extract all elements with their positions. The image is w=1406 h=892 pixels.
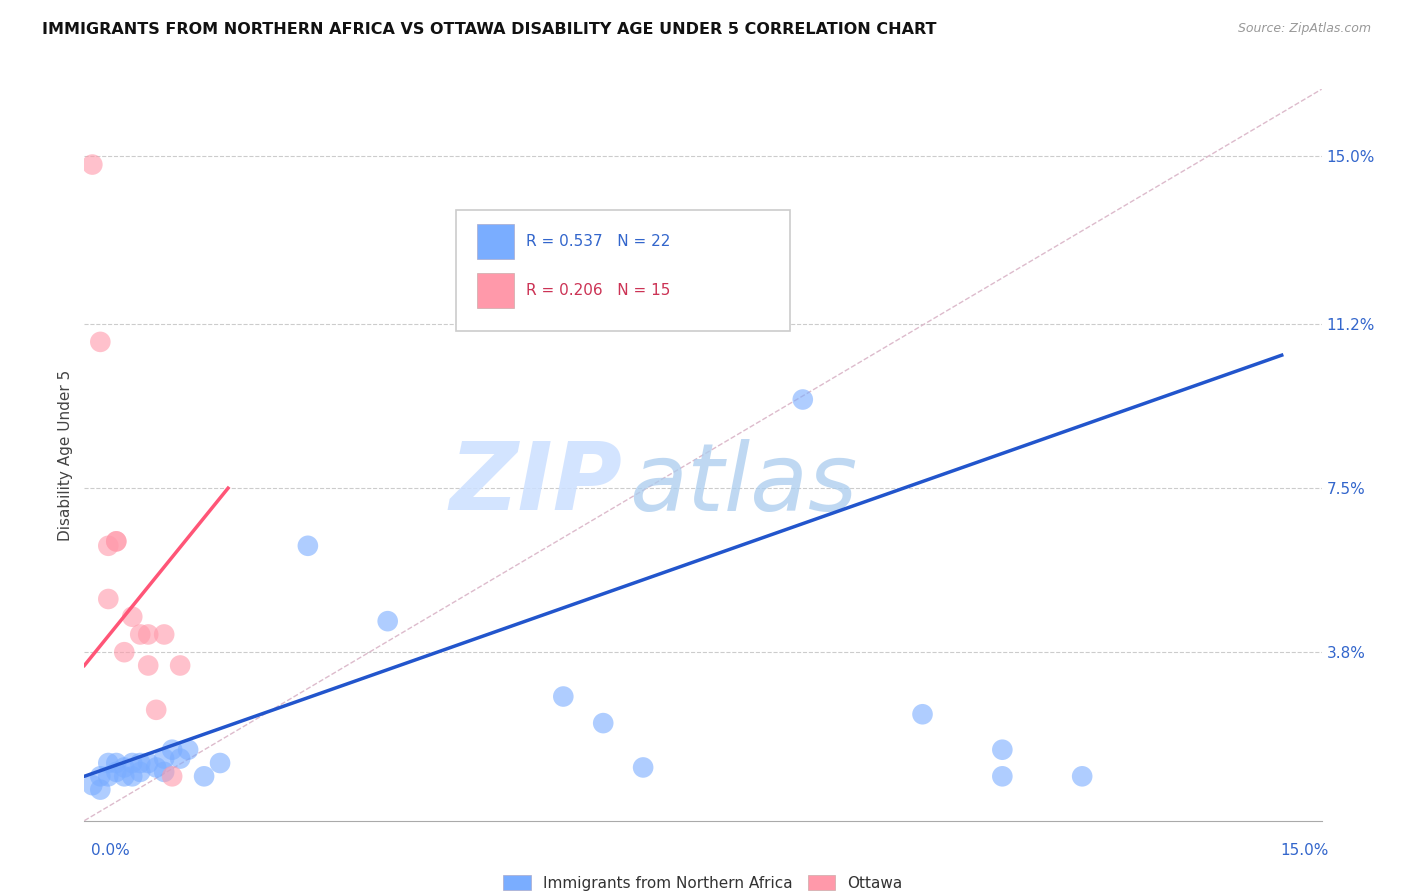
Point: [169, 658, 191, 673]
Point: [97, 769, 120, 783]
Point: [792, 392, 814, 407]
Point: [193, 769, 215, 783]
Point: [89, 782, 111, 797]
Point: [129, 756, 152, 770]
Point: [97, 539, 120, 553]
FancyBboxPatch shape: [477, 273, 513, 308]
Point: [82, 157, 104, 171]
Point: [105, 764, 128, 779]
Point: [177, 742, 200, 756]
Text: ZIP: ZIP: [450, 438, 623, 530]
Y-axis label: Disability Age Under 5: Disability Age Under 5: [58, 369, 73, 541]
Point: [129, 627, 152, 641]
Point: [160, 742, 183, 756]
FancyBboxPatch shape: [456, 210, 790, 331]
Point: [121, 769, 143, 783]
Point: [82, 778, 104, 792]
Text: IMMIGRANTS FROM NORTHERN AFRICA VS OTTAWA DISABILITY AGE UNDER 5 CORRELATION CHA: IMMIGRANTS FROM NORTHERN AFRICA VS OTTAW…: [42, 22, 936, 37]
Point: [97, 756, 120, 770]
Legend: Immigrants from Northern Africa, Ottawa: Immigrants from Northern Africa, Ottawa: [498, 870, 908, 892]
Point: [89, 769, 111, 783]
Point: [105, 756, 128, 770]
Point: [112, 769, 135, 783]
Point: [145, 760, 167, 774]
Point: [136, 627, 159, 641]
Point: [377, 614, 399, 628]
Point: [153, 764, 176, 779]
Point: [136, 756, 159, 770]
Point: [97, 592, 120, 607]
Point: [297, 539, 319, 553]
Text: Source: ZipAtlas.com: Source: ZipAtlas.com: [1237, 22, 1371, 36]
Point: [169, 751, 191, 765]
FancyBboxPatch shape: [477, 224, 513, 259]
Text: R = 0.206   N = 15: R = 0.206 N = 15: [526, 283, 671, 298]
Point: [105, 534, 128, 549]
Point: [105, 534, 128, 549]
Point: [991, 769, 1014, 783]
Text: 0.0%: 0.0%: [91, 843, 131, 858]
Point: [89, 334, 111, 349]
Point: [145, 703, 167, 717]
Point: [112, 645, 135, 659]
Point: [153, 627, 176, 641]
Point: [1071, 769, 1094, 783]
Point: [153, 751, 176, 765]
Point: [112, 760, 135, 774]
Point: [160, 769, 183, 783]
Point: [129, 764, 152, 779]
Point: [209, 756, 232, 770]
Point: [592, 716, 614, 731]
Point: [121, 609, 143, 624]
Point: [553, 690, 575, 704]
Text: 15.0%: 15.0%: [1281, 843, 1329, 858]
Point: [991, 742, 1014, 756]
Point: [911, 707, 934, 722]
Point: [121, 756, 143, 770]
Text: R = 0.537   N = 22: R = 0.537 N = 22: [526, 234, 671, 249]
Point: [631, 760, 654, 774]
Point: [136, 658, 159, 673]
Text: atlas: atlas: [628, 439, 858, 530]
